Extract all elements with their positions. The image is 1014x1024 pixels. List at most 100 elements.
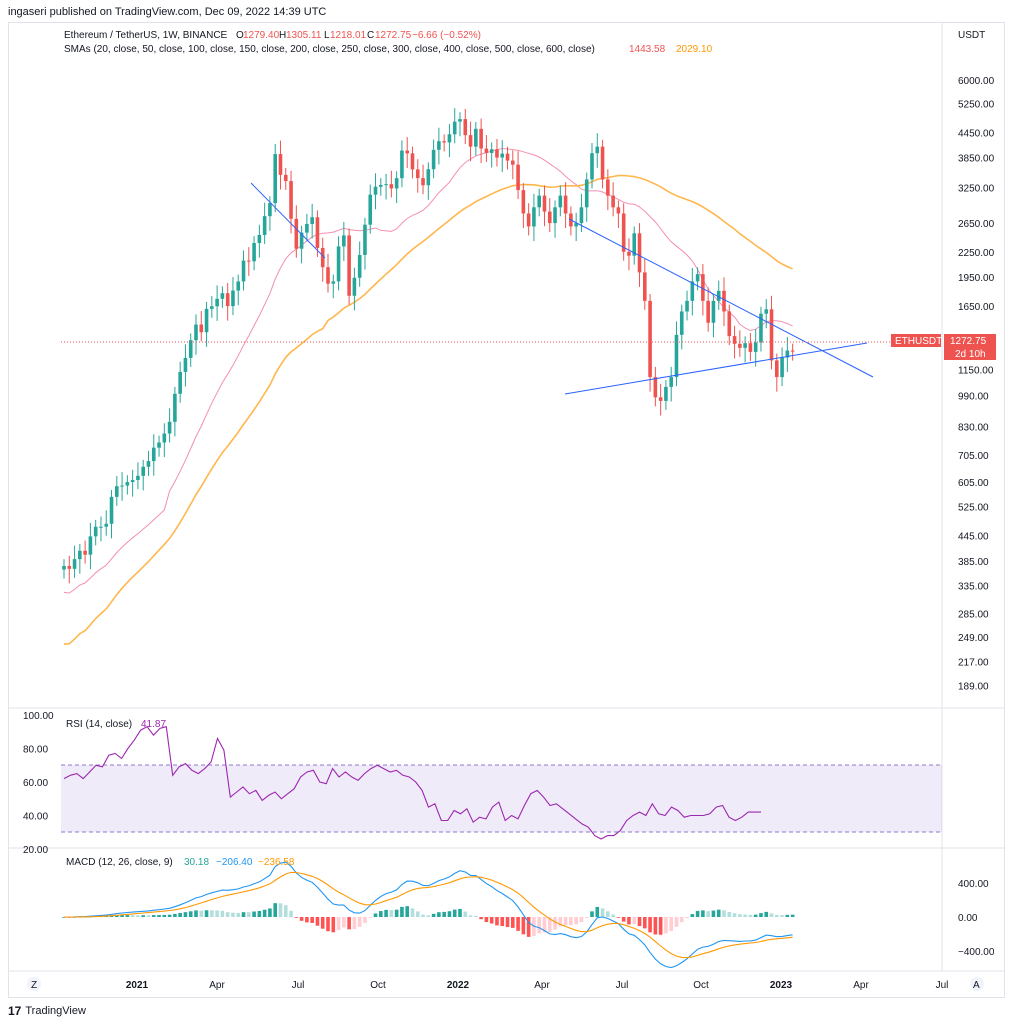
candle	[83, 540, 87, 564]
candle	[357, 241, 362, 287]
candle	[125, 475, 130, 495]
price-tick: 830.00	[958, 422, 989, 433]
macd-bar	[426, 915, 431, 917]
candle	[283, 168, 288, 190]
svg-text:A: A	[973, 980, 980, 991]
candle	[537, 188, 541, 217]
macd-bar	[685, 917, 689, 919]
macd-bar	[194, 910, 198, 917]
price-tick: 189.00	[958, 682, 989, 693]
price-tick: 249.00	[958, 633, 989, 644]
macd-bar	[400, 906, 404, 917]
macd-bar	[157, 915, 161, 917]
zoom-reset-button[interactable]: Z	[27, 977, 41, 991]
time-tick: Jul	[936, 980, 949, 991]
macd-bar	[252, 911, 256, 917]
candle	[315, 210, 320, 257]
candle	[146, 450, 151, 476]
macd-value: −206.40	[216, 857, 253, 868]
candle	[363, 217, 367, 270]
brand-name[interactable]: TradingView	[25, 1005, 86, 1017]
channel-trendline-2021[interactable]	[250, 182, 326, 259]
candle	[616, 200, 621, 229]
macd-bar	[389, 910, 394, 917]
macd-bar	[320, 917, 325, 929]
candle	[790, 343, 795, 361]
candle	[173, 386, 177, 437]
auto-scale-button[interactable]: A	[970, 977, 984, 991]
price-axis[interactable]: 6000.00 5250.00 4450.00 3850.00 3250.00 2650.…	[958, 76, 995, 693]
candle	[716, 280, 721, 310]
macd-bar	[495, 917, 499, 926]
candle	[115, 475, 119, 506]
macd-bar	[611, 914, 615, 917]
candle	[141, 459, 145, 491]
macd-bar	[669, 917, 673, 931]
macd-bar	[558, 917, 563, 927]
candle	[136, 462, 140, 490]
candle	[394, 171, 399, 204]
macd-bar	[627, 917, 631, 925]
macd-bar	[584, 917, 589, 918]
time-tick: Apr	[534, 980, 550, 991]
macd-histogram	[62, 903, 795, 937]
macd-bar	[368, 917, 373, 918]
chart-svg[interactable]: Ethereum / TetherUS, 1W, BINANCE O 1279.…	[9, 23, 1004, 997]
rsi-tick: 60.00	[23, 778, 48, 789]
macd-bar	[326, 917, 330, 932]
candle	[738, 330, 742, 357]
macd-bar	[616, 917, 621, 918]
candle	[167, 408, 172, 443]
price-tick: 3250.00	[958, 183, 995, 194]
candle	[204, 301, 209, 347]
macd-bar	[442, 911, 446, 917]
sma-value-20: 1443.58	[629, 44, 666, 55]
price-tick: 1950.00	[958, 273, 995, 284]
macd-bar	[305, 917, 309, 923]
chart-frame[interactable]: Ethereum / TetherUS, 1W, BINANCE O 1279.…	[8, 22, 1005, 998]
triangle-lower-trendline[interactable]	[564, 342, 868, 395]
macd-bar	[511, 917, 515, 928]
candle	[590, 142, 594, 189]
price-tick: 605.00	[958, 478, 989, 489]
candle	[553, 200, 557, 238]
time-tick: Oct	[693, 980, 709, 991]
macd-bar	[125, 915, 130, 917]
candle	[225, 282, 230, 321]
price-tick: 705.00	[958, 451, 989, 462]
candle	[99, 516, 103, 542]
ohlc-close: 1272.75	[375, 30, 412, 41]
candle	[505, 146, 510, 170]
rsi-tick: 100.00	[23, 711, 54, 722]
price-tick: 2650.00	[958, 219, 995, 230]
price-tick: 3850.00	[958, 154, 995, 165]
price-tick: 6000.00	[958, 76, 995, 87]
macd-bar	[352, 917, 357, 930]
candle	[67, 555, 72, 584]
macd-bar	[468, 915, 473, 917]
candle	[452, 108, 457, 144]
macd-bar	[574, 917, 578, 925]
time-axis[interactable]: 2021 Apr Jul Oct 2022 Apr Jul Oct 2023 Apr Jul	[126, 980, 949, 991]
candle	[183, 344, 188, 387]
candle	[489, 142, 494, 168]
macd-bar	[162, 914, 167, 917]
time-tick: Jul	[616, 980, 629, 991]
candle	[231, 277, 235, 316]
macd-bar	[637, 917, 642, 927]
macd-signal-line	[64, 871, 793, 959]
candle	[178, 361, 182, 403]
macd-bar	[711, 910, 716, 917]
last-price-label: ETHUSDT 1272.75 2d 10h	[891, 334, 996, 360]
macd-bar	[173, 913, 177, 917]
last-price-value: 1272.75	[950, 336, 987, 347]
candle	[188, 333, 193, 367]
candle	[648, 293, 652, 392]
sma-50-line	[63, 174, 793, 645]
candle	[679, 304, 684, 350]
macd-line	[64, 861, 793, 969]
candle	[415, 159, 420, 193]
candle	[711, 293, 716, 338]
candle	[458, 112, 462, 137]
candle	[474, 121, 478, 156]
